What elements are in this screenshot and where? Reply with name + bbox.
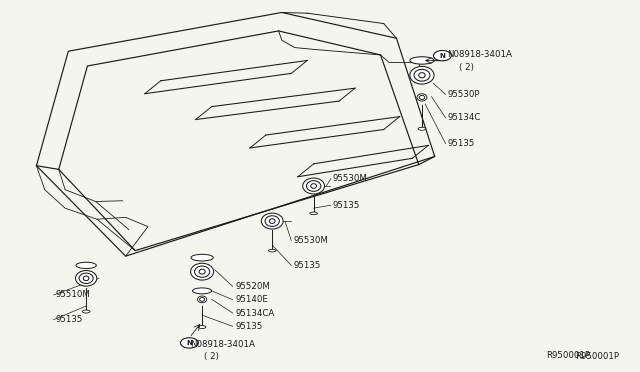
Text: R950001P: R950001P	[575, 352, 620, 361]
Ellipse shape	[76, 270, 97, 286]
Text: 95530P: 95530P	[447, 90, 480, 99]
Text: N08918-3401A: N08918-3401A	[190, 340, 255, 349]
Ellipse shape	[193, 288, 212, 294]
Text: N: N	[440, 53, 445, 59]
Ellipse shape	[269, 219, 275, 224]
Text: ( 2): ( 2)	[459, 63, 474, 72]
Ellipse shape	[195, 266, 210, 277]
Text: 95140E: 95140E	[236, 295, 269, 304]
Ellipse shape	[261, 213, 283, 229]
Text: 95135: 95135	[293, 261, 321, 270]
Text: 95134C: 95134C	[447, 113, 481, 122]
Text: 95510M: 95510M	[56, 291, 90, 299]
Text: R950001P: R950001P	[546, 351, 590, 360]
Text: 95135: 95135	[56, 315, 83, 324]
Ellipse shape	[419, 95, 424, 99]
Text: ( 2): ( 2)	[204, 352, 219, 361]
Ellipse shape	[410, 57, 434, 64]
Ellipse shape	[79, 273, 93, 283]
Ellipse shape	[311, 184, 317, 188]
Ellipse shape	[410, 66, 434, 84]
Text: 95135: 95135	[236, 322, 263, 331]
Ellipse shape	[198, 296, 207, 303]
Ellipse shape	[191, 263, 214, 280]
Text: N: N	[186, 340, 192, 346]
Text: N08918-3401A: N08918-3401A	[447, 51, 512, 60]
Ellipse shape	[198, 326, 206, 328]
Ellipse shape	[303, 178, 324, 194]
Ellipse shape	[191, 254, 213, 261]
Ellipse shape	[268, 249, 276, 252]
Text: 95135: 95135	[333, 201, 360, 210]
Circle shape	[433, 51, 451, 61]
Text: 95530M: 95530M	[293, 236, 328, 245]
Ellipse shape	[307, 181, 321, 191]
Ellipse shape	[417, 94, 427, 101]
Text: 95530M: 95530M	[333, 174, 367, 183]
Ellipse shape	[418, 127, 426, 130]
Text: 95520M: 95520M	[236, 282, 271, 291]
Circle shape	[180, 338, 198, 348]
Text: 95135: 95135	[447, 139, 475, 148]
Ellipse shape	[310, 212, 317, 215]
Ellipse shape	[419, 73, 425, 78]
Ellipse shape	[83, 310, 90, 313]
Ellipse shape	[414, 69, 430, 81]
Text: 95134CA: 95134CA	[236, 308, 275, 318]
Ellipse shape	[199, 269, 205, 274]
Ellipse shape	[265, 216, 280, 227]
Ellipse shape	[76, 262, 97, 269]
Ellipse shape	[83, 276, 89, 280]
Ellipse shape	[200, 298, 205, 301]
